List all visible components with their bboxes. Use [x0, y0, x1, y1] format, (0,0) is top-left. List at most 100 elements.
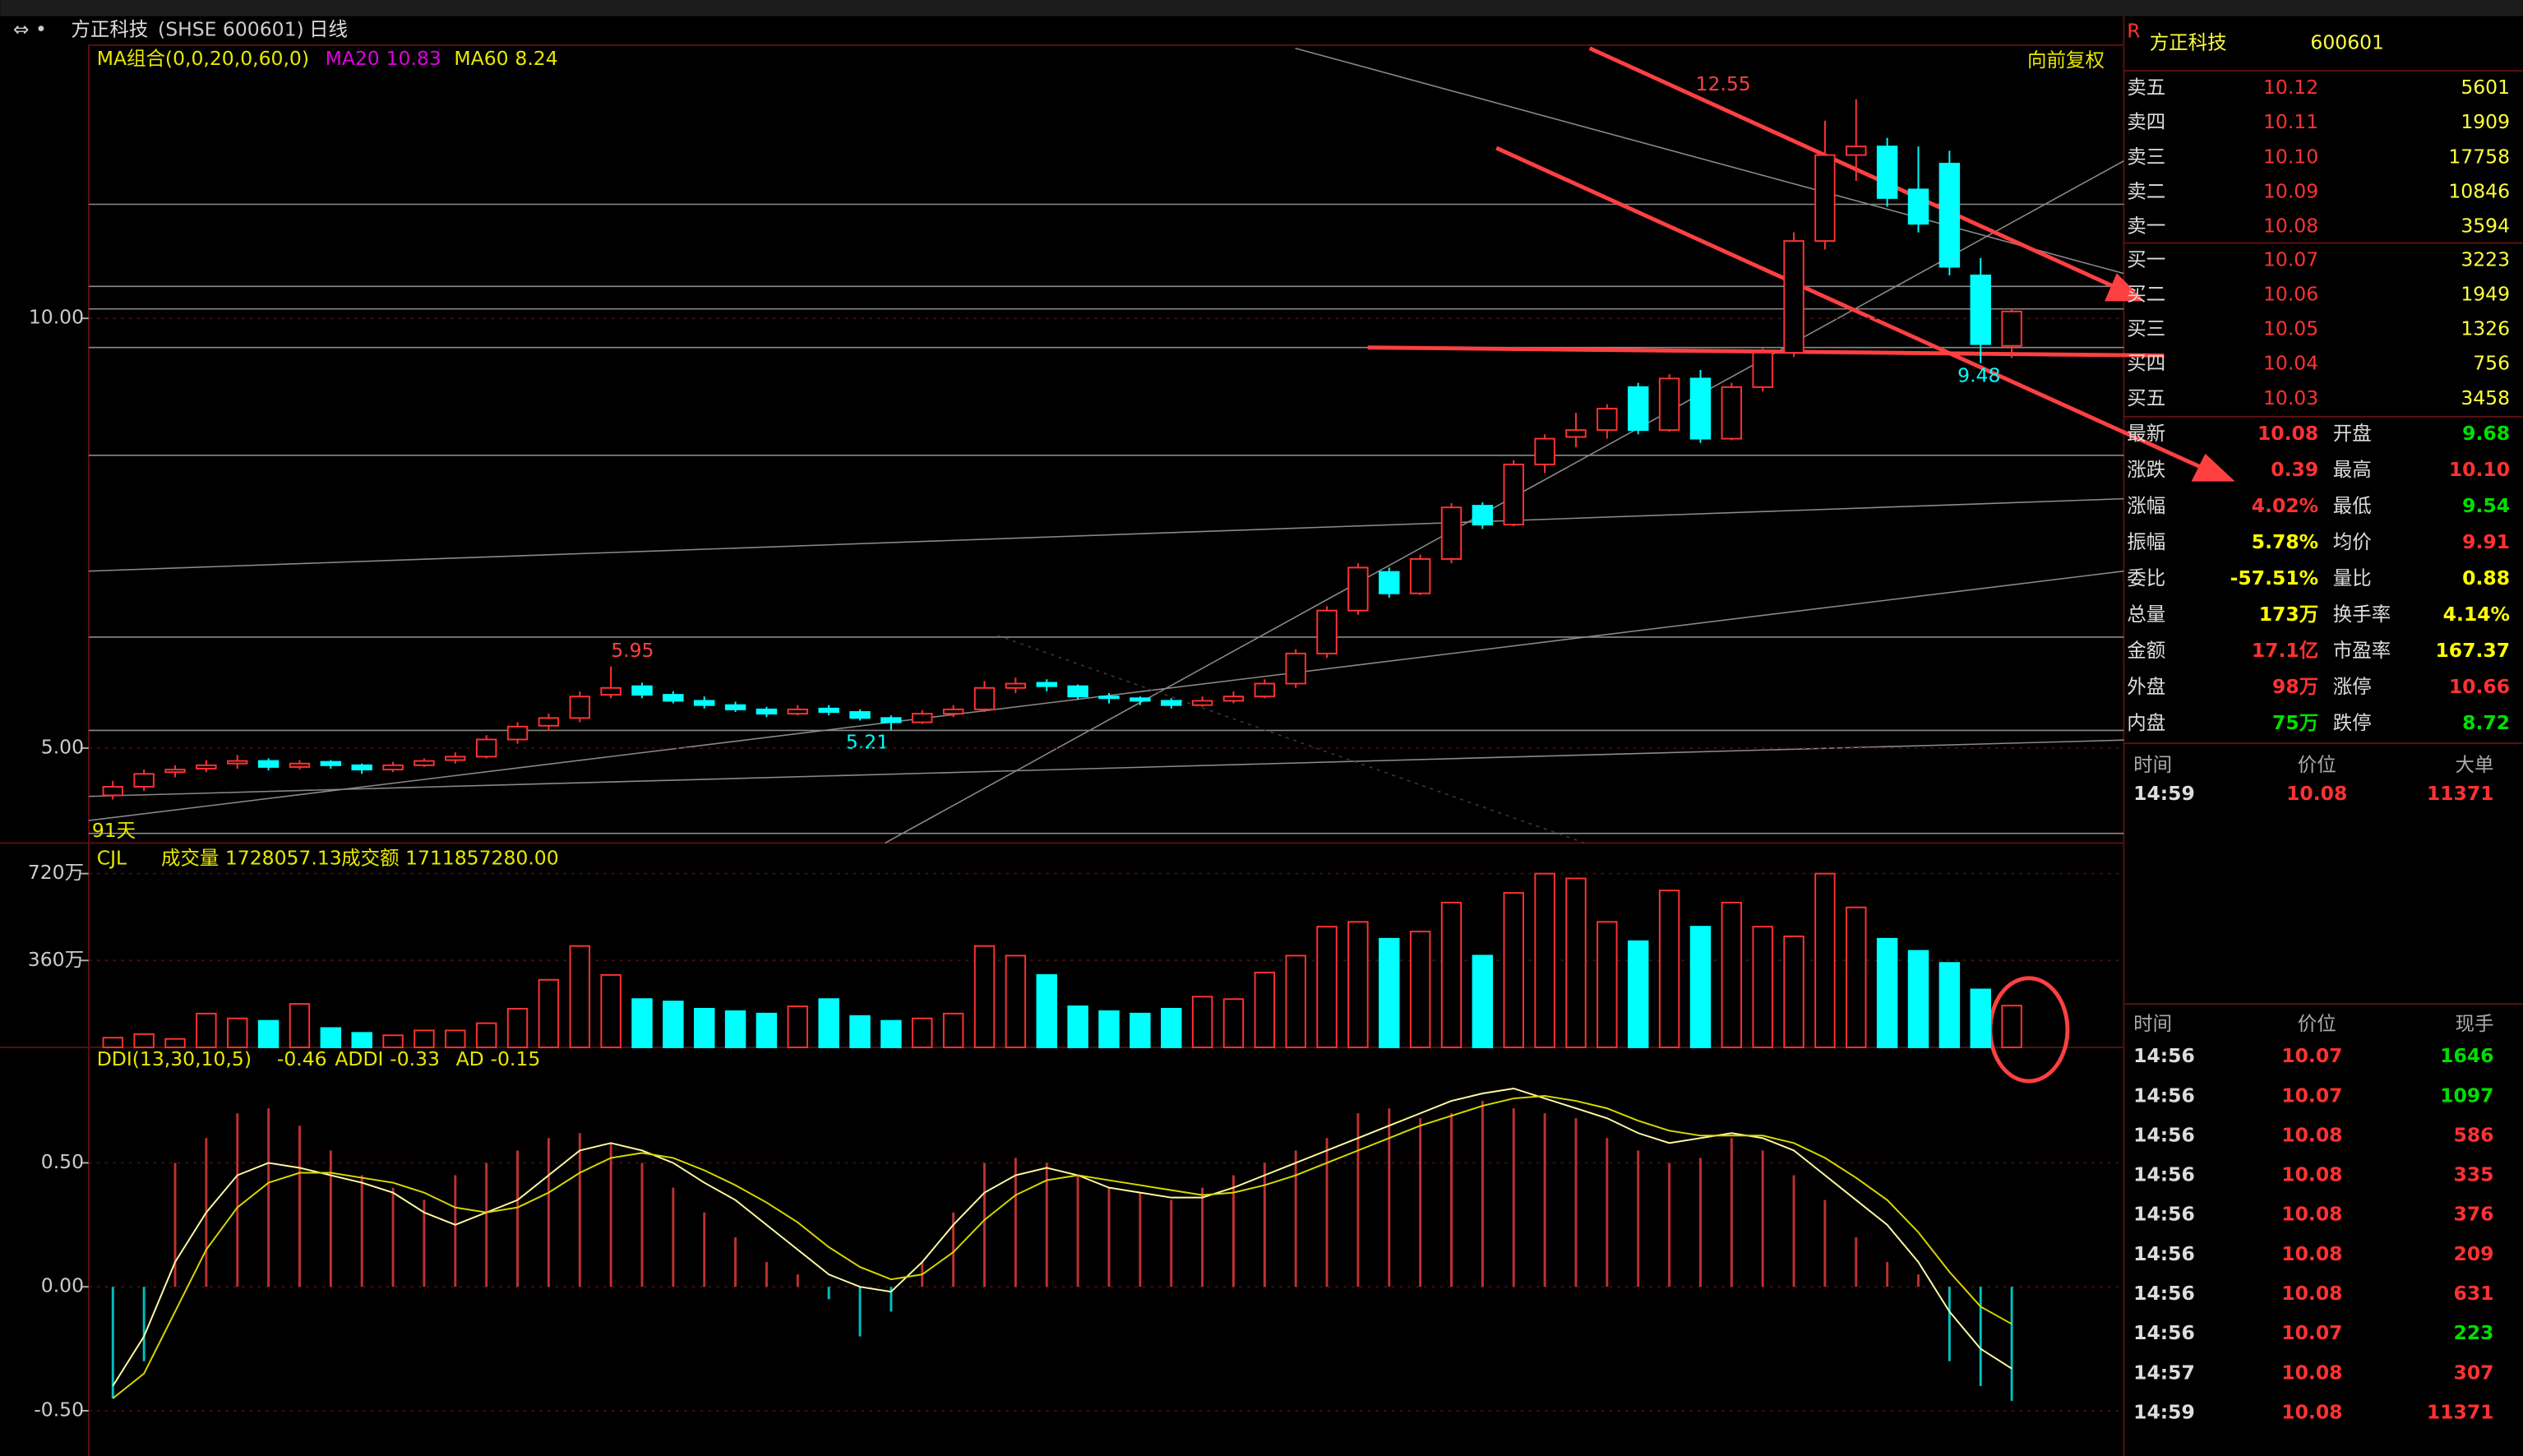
volume-bar	[849, 1015, 871, 1048]
volume-bar	[1689, 926, 1712, 1048]
tick-time: 14:59	[2133, 1400, 2195, 1423]
legend-value: -0.15	[491, 1047, 541, 1070]
volume-bar	[663, 1001, 684, 1048]
candle-body	[1814, 154, 1836, 243]
menu-icon[interactable]: ⇔ •	[13, 18, 47, 41]
period-selector[interactable]: 日线	[309, 18, 348, 41]
candle-body	[1036, 682, 1057, 687]
tick-time: 14:56	[2133, 1321, 2195, 1344]
tick-price: 10.07	[2281, 1044, 2342, 1067]
volume-bar	[1191, 996, 1213, 1048]
book-price: 10.03	[2263, 386, 2318, 409]
candle-body	[227, 760, 248, 765]
candle-body	[1440, 506, 1463, 560]
tick-price: 10.07	[2281, 1321, 2342, 1344]
book-price: 10.07	[2263, 248, 2318, 271]
table-header: 大单	[2456, 753, 2494, 776]
volume-bar	[1379, 937, 1400, 1048]
toolbar[interactable]	[0, 0, 2523, 16]
volume-bar	[1597, 921, 1618, 1048]
table-header: 时间	[2133, 753, 2172, 776]
stat-value: 0.39	[2271, 458, 2318, 481]
stat-label: 市盈率	[2333, 639, 2391, 662]
volume-bar	[1347, 921, 1369, 1048]
volume-bar	[1067, 1005, 1088, 1048]
candle-body	[849, 711, 871, 719]
book-volume: 3458	[2461, 386, 2510, 409]
book-label: 买一	[2127, 248, 2165, 271]
tick-price: 10.08	[2281, 1203, 2342, 1226]
volume-bar	[569, 945, 590, 1048]
volume-bar	[1627, 940, 1649, 1048]
candle-body	[506, 725, 529, 741]
y-tick-label: 0.00	[41, 1274, 84, 1297]
volume-bar	[1409, 931, 1431, 1048]
book-volume: 5601	[2461, 76, 2510, 99]
vol-indicator[interactable]: CJL	[97, 846, 127, 869]
ddi-line	[112, 1095, 2012, 1399]
candle-body	[1130, 697, 1151, 702]
volume-bar	[1721, 901, 1743, 1048]
candle-body	[1658, 377, 1680, 432]
vol-text: 成交量 1728057.13	[161, 846, 342, 869]
candle-body	[1254, 682, 1276, 698]
big-order-cell: 11371	[2427, 782, 2494, 805]
stat-label: 涨停	[2333, 675, 2372, 698]
stat-label: 外盘	[2127, 675, 2165, 698]
candle-body	[1098, 696, 1120, 700]
volume-bar	[1938, 962, 1961, 1048]
stat-label: 涨幅	[2127, 494, 2165, 517]
volume-bar	[1534, 872, 1555, 1048]
candle-body	[1597, 408, 1618, 432]
ddi-value: -0.46	[277, 1047, 327, 1070]
volume-bar	[1907, 950, 1929, 1048]
table-header: 时间	[2133, 1012, 2172, 1035]
tick-time: 14:56	[2133, 1282, 2195, 1305]
stat-label: 换手率	[2333, 603, 2391, 626]
legend-name: AD	[456, 1047, 484, 1070]
volume-bar	[1846, 906, 1867, 1048]
big-order-cell: 14:59	[2133, 782, 2195, 805]
book-volume: 10846	[2448, 179, 2510, 202]
stat-value: 75万	[2272, 711, 2318, 734]
tick-volume: 1646	[2440, 1044, 2493, 1067]
stat-label: 委比	[2127, 566, 2165, 589]
stat-value: 9.68	[2462, 422, 2510, 445]
candle-body	[1876, 146, 1898, 199]
candle-body	[1316, 609, 1338, 654]
volume-bar	[1130, 1012, 1151, 1048]
ma-name: MA20	[326, 47, 380, 70]
candle-body	[1565, 429, 1587, 438]
candle-body	[351, 764, 372, 771]
tick-price: 10.08	[2281, 1400, 2342, 1423]
ma-indicator[interactable]: MA组合(0,0,20,0,60,0)	[97, 47, 309, 70]
adjust-mode[interactable]: 向前复权	[2027, 49, 2105, 72]
volume-bar	[289, 1003, 311, 1048]
ddi-indicator[interactable]: DDI(13,30,10,5)	[97, 1047, 252, 1070]
candle-body	[724, 704, 746, 710]
tick-time: 14:56	[2133, 1242, 2195, 1265]
candle-body	[2001, 310, 2022, 347]
volume-bar	[1752, 926, 1773, 1048]
local-high-label: 5.95	[611, 639, 654, 662]
stat-label: 振幅	[2127, 530, 2165, 553]
legend-name: ADDI	[335, 1047, 383, 1070]
legend-value: -0.33	[390, 1047, 440, 1070]
high-label: 12.55	[1696, 72, 1751, 95]
volume-bar	[1876, 937, 1898, 1048]
volume-bar	[1814, 872, 1836, 1048]
volume-bar	[506, 1008, 529, 1048]
table-header: 现手	[2456, 1012, 2494, 1035]
tick-volume: 376	[2453, 1203, 2493, 1226]
stat-value: 4.02%	[2252, 494, 2318, 517]
tick-volume: 586	[2453, 1123, 2493, 1146]
stat-value: 4.14%	[2443, 603, 2510, 626]
book-volume: 1909	[2461, 110, 2510, 133]
volume-bar	[414, 1029, 435, 1048]
candle-body	[1472, 505, 1494, 526]
stat-value: 9.54	[2462, 494, 2510, 517]
stat-value: 5.78%	[2252, 530, 2318, 553]
stock-name: 方正科技	[71, 18, 148, 41]
candle-body	[382, 764, 404, 771]
stat-label: 均价	[2333, 530, 2372, 553]
